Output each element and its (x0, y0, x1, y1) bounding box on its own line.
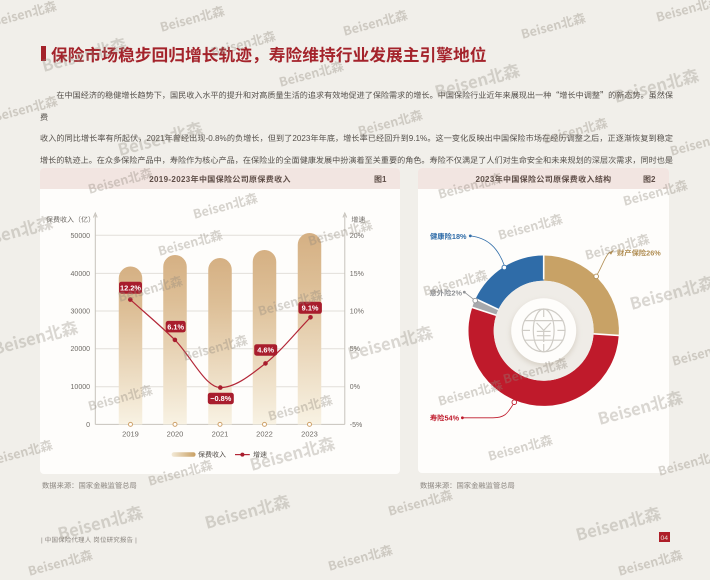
svg-text:9.1%: 9.1% (302, 303, 319, 314)
svg-text:意外险2%: 意外险2% (430, 288, 463, 298)
svg-text:2023: 2023 (301, 429, 318, 440)
svg-text:-5%: -5% (350, 420, 362, 430)
svg-text:增速: 增速 (253, 450, 267, 460)
svg-text:15%: 15% (350, 269, 364, 279)
svg-text:20%: 20% (350, 231, 364, 241)
svg-text:保费收入（亿）: 保费收入（亿） (46, 215, 95, 225)
svg-text:12.2%: 12.2% (120, 282, 141, 293)
svg-text:30000: 30000 (71, 307, 91, 317)
svg-text:2021: 2021 (212, 429, 229, 440)
svg-text:40000: 40000 (71, 269, 91, 279)
svg-text:20000: 20000 (71, 344, 91, 354)
svg-text:10000: 10000 (71, 382, 91, 392)
svg-text:2022: 2022 (256, 429, 273, 440)
svg-text:健康险18%: 健康险18% (430, 232, 467, 242)
svg-text:0%: 0% (350, 382, 360, 392)
svg-text:寿险54%: 寿险54% (430, 414, 460, 424)
svg-text:2019: 2019 (122, 429, 139, 440)
svg-text:6.1%: 6.1% (167, 321, 184, 332)
svg-text:增速: 增速 (351, 215, 365, 225)
svg-text:2020: 2020 (167, 429, 184, 440)
svg-text:0: 0 (86, 420, 90, 430)
svg-text:10%: 10% (350, 307, 364, 317)
svg-text:4.6%: 4.6% (257, 345, 274, 356)
svg-text:−0.8%: −0.8% (210, 393, 232, 404)
svg-text:财产保险26%: 财产保险26% (617, 248, 661, 258)
svg-text:5%: 5% (350, 344, 360, 354)
svg-text:保费收入: 保费收入 (198, 450, 226, 460)
svg-text:50000: 50000 (71, 231, 91, 241)
